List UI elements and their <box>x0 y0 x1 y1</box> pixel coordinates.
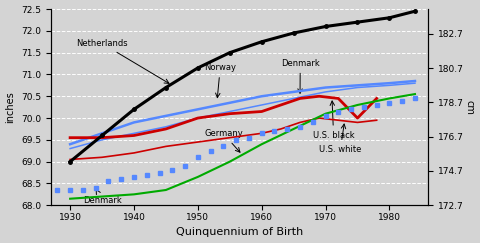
Text: Denmark: Denmark <box>83 190 121 205</box>
Y-axis label: cm: cm <box>465 100 474 115</box>
X-axis label: Quinquennium of Birth: Quinquennium of Birth <box>176 227 303 237</box>
Text: Netherlands: Netherlands <box>76 39 169 83</box>
Y-axis label: inches: inches <box>6 91 15 123</box>
Text: U.S. white: U.S. white <box>319 124 361 154</box>
Text: U.S. black: U.S. black <box>313 101 354 140</box>
Text: Denmark: Denmark <box>281 59 320 93</box>
Text: Germany: Germany <box>204 129 243 152</box>
Text: Norway: Norway <box>204 63 236 98</box>
